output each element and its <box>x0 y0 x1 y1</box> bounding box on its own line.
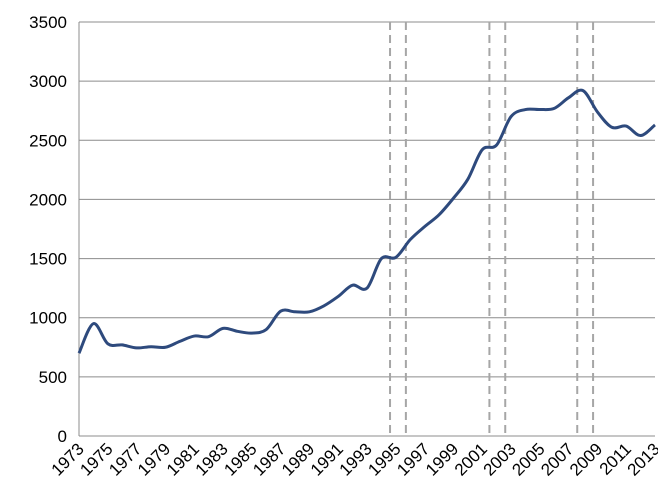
y-tick-label: 2500 <box>29 131 67 150</box>
y-tick-label: 3000 <box>29 72 67 91</box>
y-tick-label: 2000 <box>29 190 67 209</box>
y-tick-label: 1000 <box>29 309 67 328</box>
line-series <box>77 88 656 354</box>
y-tick-label: 3500 <box>29 13 67 32</box>
y-tick-label: 500 <box>39 368 67 387</box>
y-tick-label: 1500 <box>29 250 67 269</box>
y-tick-label: 0 <box>58 427 67 446</box>
x-tick-label: 2013 <box>624 439 658 479</box>
